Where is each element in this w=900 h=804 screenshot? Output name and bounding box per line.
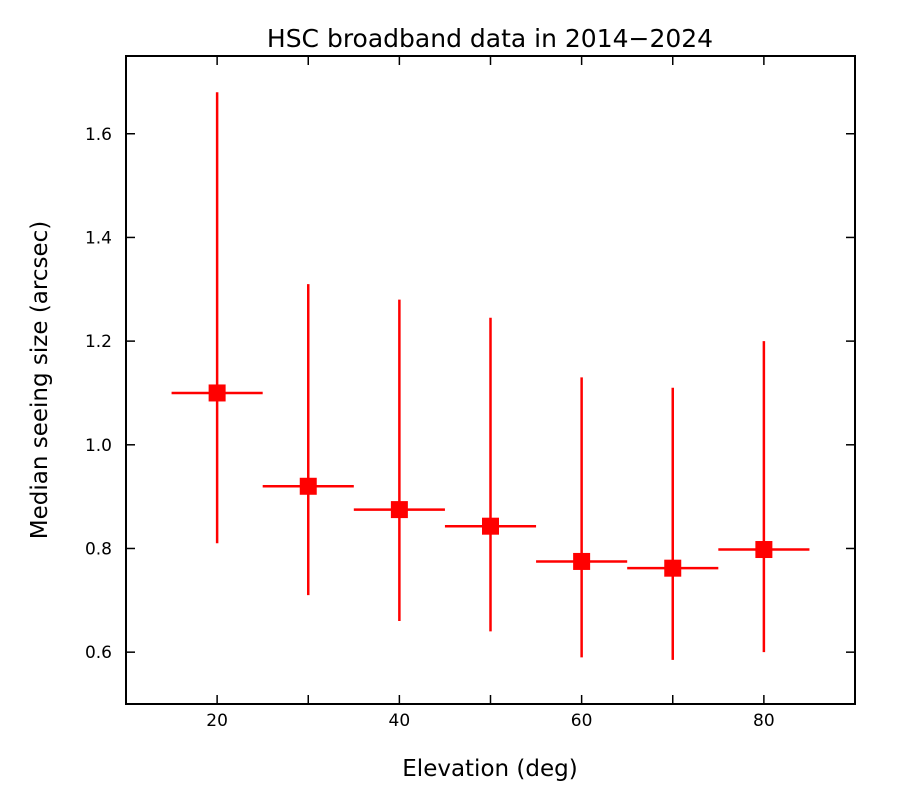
plot-frame [125,55,856,705]
y-tick-label: 1.0 [85,436,112,456]
x-tick-label: 60 [571,711,593,731]
data-point-marker [482,517,499,535]
data-point-marker [755,541,773,559]
data-point-marker [208,384,226,402]
data-layer [171,92,810,660]
chart-title: HSC broadband data in 2014−2024 [267,24,713,53]
y-tick-label: 1.6 [85,125,112,145]
x-axis-label: Elevation (deg) [402,756,577,782]
data-point-marker [664,559,682,577]
x-tick-label: 20 [206,711,228,731]
x-tick-label: 40 [389,711,411,731]
ticks-layer: 20 40 60 80 0.6 0.8 1.0 1.2 1.4 1.6 [85,56,855,731]
data-point-marker [299,477,317,495]
data-point-marker [390,501,408,519]
y-tick-label: 1.2 [85,332,112,352]
data-point-marker [573,552,591,570]
x-tick-label: 80 [753,711,775,731]
y-tick-label: 0.6 [85,643,112,663]
y-tick-label: 0.8 [85,539,112,559]
y-axis-label: Median seeing size (arcsec) [27,221,53,539]
y-tick-label: 1.4 [85,228,112,248]
